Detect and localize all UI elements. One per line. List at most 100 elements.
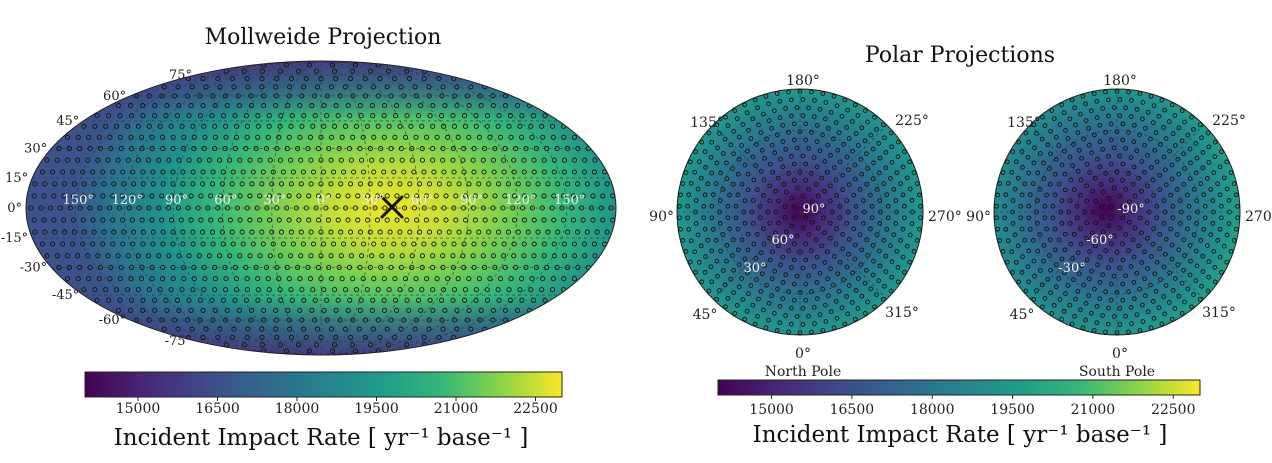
longitude-spoke [799, 211, 888, 300]
sample-point [1158, 277, 1163, 282]
sample-point [1031, 122, 1037, 128]
sample-point [1177, 221, 1183, 226]
sample-point [823, 116, 828, 122]
sample-point [1187, 243, 1193, 248]
sample-point [1039, 282, 1045, 288]
sample-point [490, 93, 496, 99]
sample-point [823, 319, 829, 324]
sample-point [1067, 116, 1073, 122]
sample-point [1131, 164, 1137, 170]
sample-point [734, 116, 740, 121]
sample-point [335, 113, 341, 119]
sample-point [419, 123, 425, 129]
sample-point [809, 289, 814, 294]
sample-point [140, 113, 146, 119]
sample-point [170, 229, 176, 235]
sample-point [149, 134, 155, 140]
sample-point [108, 146, 114, 152]
sample-point [343, 205, 349, 211]
sample-point [1079, 155, 1084, 161]
sample-point [77, 146, 83, 152]
sample-point [767, 161, 773, 167]
sample-point [329, 134, 335, 140]
sample-point [101, 181, 107, 187]
sample-point [170, 264, 176, 270]
sample-point [136, 205, 142, 211]
sample-point [87, 205, 93, 211]
sample-point [94, 297, 100, 303]
mollweide-map [25, 60, 617, 356]
sample-point [276, 276, 282, 282]
sample-point [891, 186, 897, 192]
sample-point [1117, 113, 1123, 118]
sample-point [902, 203, 907, 209]
sample-point [139, 193, 145, 199]
sample-point [837, 203, 843, 209]
sample-point [273, 103, 279, 109]
sample-point [402, 205, 408, 211]
sample-point [1206, 274, 1212, 280]
sample-point [164, 307, 170, 313]
sample-point [746, 128, 751, 133]
sample-point [286, 93, 292, 99]
sample-point [1152, 271, 1158, 277]
sample-point [831, 93, 837, 99]
sample-point [582, 157, 588, 163]
sample-point [71, 229, 77, 235]
sample-point [1091, 91, 1097, 96]
sample-point [1163, 167, 1168, 173]
sample-point [514, 307, 521, 313]
sample-point [1120, 161, 1126, 167]
sample-point [872, 304, 877, 310]
sample-point [223, 123, 229, 129]
sample-point [1015, 243, 1021, 249]
sample-point [740, 122, 746, 127]
sample-point [190, 287, 196, 293]
sample-point [264, 205, 270, 211]
sample-point [797, 129, 803, 134]
sample-point [146, 123, 152, 129]
sample-point [342, 287, 349, 293]
sample-point [831, 282, 836, 288]
sample-point [845, 209, 851, 215]
sample-point [542, 113, 548, 119]
sample-point [266, 297, 272, 303]
sample-point [1031, 258, 1037, 264]
sample-point [347, 76, 354, 82]
sample-point [777, 98, 783, 104]
sample-point [714, 296, 720, 302]
sample-point [698, 243, 704, 249]
sample-point [430, 253, 436, 259]
sample-point [160, 146, 166, 152]
sample-point [51, 193, 57, 199]
sample-point [512, 217, 518, 223]
sample-point [1219, 269, 1224, 275]
sample-point [1137, 328, 1143, 333]
sample-point [1037, 232, 1043, 237]
sample-point [244, 134, 250, 140]
sample-point [794, 314, 800, 319]
sample-point [261, 103, 267, 109]
sample-point [889, 159, 895, 165]
sample-point [692, 169, 698, 175]
sample-point [492, 217, 498, 223]
sample-point [1187, 146, 1193, 152]
sample-point [212, 307, 218, 313]
meridian-line [320, 61, 469, 355]
sample-point [1067, 198, 1073, 203]
longitude-spoke [1116, 211, 1205, 300]
sample-point [1111, 105, 1117, 110]
sample-point [1212, 279, 1218, 285]
sample-point [592, 253, 598, 259]
sample-point [883, 165, 889, 171]
sample-point [1049, 108, 1055, 113]
longitude-spoke [1116, 124, 1205, 213]
sample-point [1041, 176, 1047, 181]
sample-point [1131, 139, 1137, 144]
sample-point [399, 253, 405, 259]
sample-point [757, 215, 763, 221]
sample-point [917, 226, 922, 232]
sample-point [190, 123, 196, 129]
sample-point [736, 134, 742, 140]
sample-point [1078, 111, 1083, 117]
